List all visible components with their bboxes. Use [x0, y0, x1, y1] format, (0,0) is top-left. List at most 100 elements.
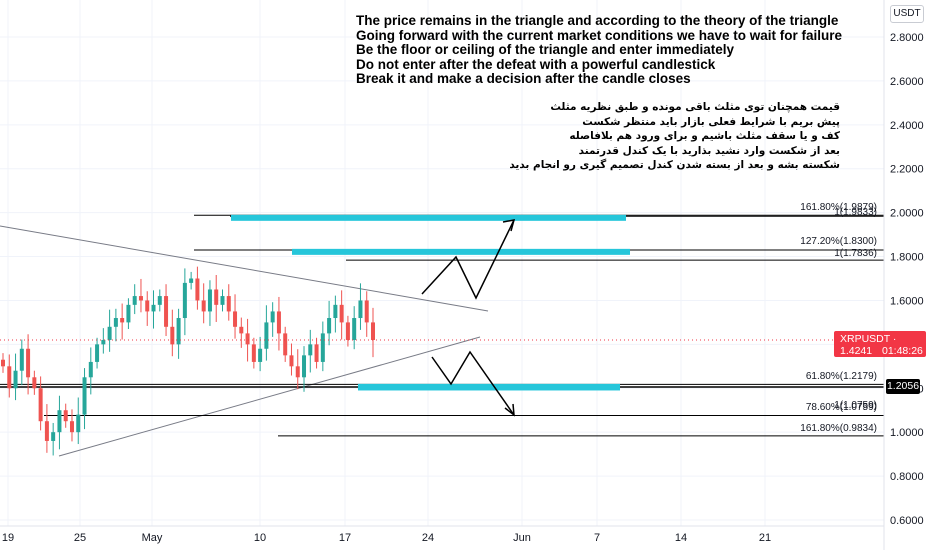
y-tick-label: 0.8000	[890, 471, 924, 483]
candle-countdown: 01:48:26	[882, 345, 923, 357]
candle-body	[339, 304, 344, 323]
persian-notes: قیمت همچنان توی مثلث باقی مونده و طبق نظ…	[509, 100, 840, 173]
candle-body	[371, 322, 375, 340]
x-tick-label: 24	[422, 532, 434, 544]
candle-body	[120, 318, 125, 323]
triangle-lower-trendline	[58, 336, 481, 457]
fib-level-label: 78.60%(1.0759)	[806, 402, 877, 413]
x-tick-label: Jun	[513, 532, 531, 544]
candle-body	[164, 296, 169, 327]
persian-note-line: شکسته بشه و بعد از بسته شدن کندل تصمیم گ…	[509, 159, 840, 172]
x-tick-label: 25	[74, 532, 86, 544]
candle-body	[151, 304, 156, 312]
current-price-tag: XRPUSDT · 1.4241 01:48:26	[834, 331, 926, 357]
english-note-line: Be the floor or ceiling of the triangle …	[356, 42, 735, 58]
candle-body	[26, 348, 31, 378]
english-note-line: Going forward with the current market co…	[356, 27, 843, 43]
persian-note-line: کف و یا سقف مثلث باشیم و برای ورود هم بل…	[569, 130, 840, 143]
candle-body	[207, 289, 212, 312]
y-tick-label: 2.2000	[890, 164, 924, 176]
symbol-label: XRPUSDT · 1.4241	[840, 333, 897, 357]
candle-body	[1, 359, 5, 367]
time-axis[interactable]: 19 25 May 10 17 24 Jun 7 14 21	[0, 525, 884, 544]
y-tick-label: 2.4000	[890, 120, 924, 132]
candle-body	[364, 300, 369, 323]
bearish-projection-path	[431, 350, 515, 416]
candle-body	[88, 361, 93, 378]
candle-body	[226, 296, 231, 312]
y-tick-label: 2.8000	[890, 32, 924, 44]
projection-paths	[421, 219, 516, 417]
candle-body	[69, 421, 74, 433]
candle-body	[138, 296, 143, 301]
candle-body	[145, 300, 150, 312]
candle-body	[19, 348, 24, 371]
candle-body	[295, 366, 300, 378]
candle-body	[63, 410, 68, 422]
upper-target-2-zone	[292, 248, 630, 255]
lower-target-zone	[358, 383, 620, 391]
candle-body	[189, 278, 194, 283]
fib-level-label: 161.80%(0.9834)	[800, 423, 877, 434]
persian-note-line: قیمت همچنان توی مثلث باقی مونده و طبق نظ…	[550, 101, 840, 113]
fib-level-label: 1(1.0759)	[834, 400, 877, 411]
fib-lines: 161.80%(1.9879)1(1.9833)127.20%(1.8300)1…	[0, 202, 884, 437]
candle-body	[7, 366, 12, 389]
candle-body	[157, 296, 162, 305]
triangle-pattern	[0, 225, 489, 457]
english-notes: The price remains in the triangle and ac…	[356, 13, 876, 87]
candle-body	[107, 326, 112, 340]
candle-body	[233, 311, 238, 327]
candle-body	[214, 289, 219, 305]
y-tick-label: 1.0000	[890, 427, 924, 439]
candle-body	[82, 377, 87, 415]
candle-body	[289, 355, 294, 367]
bullish-arrowhead	[502, 219, 516, 232]
fib-level-label: 161.80%(1.9879)	[800, 202, 877, 213]
fib-level-label: 127.20%(1.8300)	[800, 236, 877, 247]
candle-body	[201, 300, 206, 312]
fib-level-label: 1(1.7836)	[834, 248, 877, 259]
english-note-line: Break it and make a decision after the c…	[356, 71, 691, 87]
english-note-line: Do not enter after the defeat with a pow…	[356, 56, 716, 72]
x-tick-label: 21	[759, 532, 771, 544]
price-axis[interactable]: 0.60000.80001.00001.20001.40001.60001.80…	[883, 0, 924, 550]
candle-body	[220, 296, 225, 305]
candle-body	[251, 344, 256, 362]
currency-badge[interactable]: USDT	[890, 5, 924, 23]
x-tick-label: 10	[254, 532, 266, 544]
candle-body	[126, 304, 131, 323]
english-note-line: The price remains in the triangle and ac…	[356, 13, 839, 28]
candle-body	[327, 318, 332, 334]
candle-body	[239, 326, 244, 334]
candle-body	[352, 318, 357, 340]
candle-body	[314, 344, 319, 362]
y-tick-label: 1.8000	[890, 252, 924, 264]
candle-body	[345, 322, 350, 340]
candle-body	[13, 370, 18, 389]
candle-body	[51, 432, 56, 441]
candle-body	[245, 333, 250, 345]
candle-body	[76, 414, 81, 433]
candle-body	[38, 388, 43, 422]
candle-body	[57, 410, 62, 433]
triangle-upper-trendline	[0, 225, 489, 312]
y-tick-label: 2.6000	[890, 76, 924, 88]
candle-body	[132, 296, 137, 305]
fib-level-label: 61.80%(1.2179)	[806, 371, 877, 382]
y-tick-label: 2.0000	[890, 208, 924, 220]
candle-body	[264, 322, 269, 349]
candle-body	[176, 318, 181, 345]
candle-body	[258, 348, 263, 362]
target-zones	[231, 214, 630, 391]
y-tick-label: 0.6000	[890, 515, 924, 527]
marked-level-tag: 1.2056	[886, 379, 920, 394]
y-tick-label: 1.6000	[890, 295, 924, 307]
x-tick-label: 7	[594, 532, 600, 544]
persian-note-line: پیش بریم با شرایط فعلی بازار باید منتظر …	[582, 115, 840, 128]
candle-body	[44, 421, 49, 441]
x-tick-label: 19	[2, 532, 14, 544]
candle-body	[358, 300, 363, 319]
candle-body	[95, 344, 100, 362]
